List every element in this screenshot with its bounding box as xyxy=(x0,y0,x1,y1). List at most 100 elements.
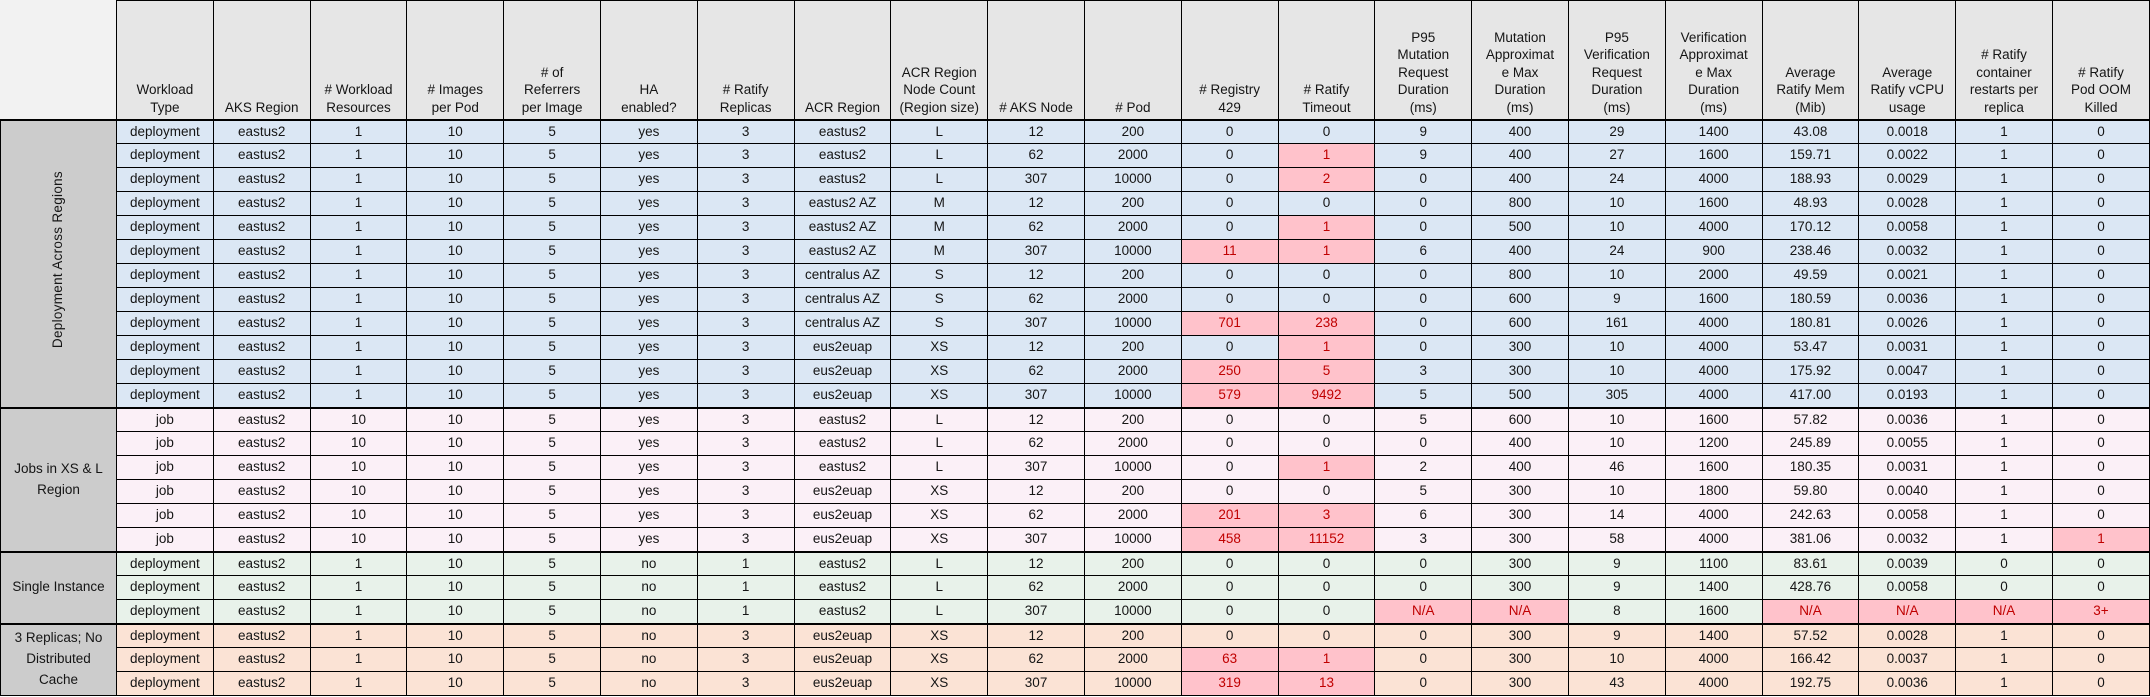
cell-images-per-pod[interactable]: 10 xyxy=(406,239,505,264)
cell-images-per-pod[interactable]: 10 xyxy=(406,550,505,576)
cell-aks-region[interactable]: eastus2 xyxy=(212,215,311,240)
cell-aks-region[interactable]: eastus2 xyxy=(212,575,311,600)
cell-ratify-pod-oom-killed[interactable]: 0 xyxy=(2051,383,2150,408)
cell-p95-mutation-request-duration[interactable]: 0 xyxy=(1374,287,1473,312)
cell-average-ratify-mem[interactable]: 242.63 xyxy=(1761,503,1860,528)
cell-average-ratify-vcpu[interactable]: 0.0055 xyxy=(1858,431,1957,456)
cell-pod[interactable]: 10000 xyxy=(1083,311,1182,336)
cell-ratify-replicas[interactable]: 3 xyxy=(696,383,795,408)
cell-acr-region-node-count[interactable]: XS xyxy=(890,503,989,528)
cell-acr-region-node-count[interactable]: L xyxy=(890,143,989,168)
cell-acr-region[interactable]: eus2euap xyxy=(793,383,892,408)
cell-referrers-per-image[interactable]: 5 xyxy=(503,287,601,312)
cell-workload-type[interactable]: deployment xyxy=(116,599,214,624)
cell-workload-type[interactable]: deployment xyxy=(116,575,214,600)
cell-referrers-per-image[interactable]: 5 xyxy=(503,406,601,432)
cell-aks-region[interactable]: eastus2 xyxy=(212,191,311,216)
cell-referrers-per-image[interactable]: 5 xyxy=(503,191,601,216)
cell-ratify-container-restarts[interactable]: N/A xyxy=(1955,599,2053,624)
column-header-ratify-timeout[interactable]: # Ratify Timeout xyxy=(1277,0,1376,121)
cell-acr-region[interactable]: eastus2 xyxy=(793,575,892,600)
cell-mutation-approximate-max-duration[interactable]: 300 xyxy=(1471,622,1569,648)
cell-aks-region[interactable]: eastus2 xyxy=(212,335,311,360)
cell-average-ratify-mem[interactable]: 417.00 xyxy=(1761,383,1860,408)
cell-mutation-approximate-max-duration[interactable]: 600 xyxy=(1471,406,1569,432)
cell-aks-node[interactable]: 307 xyxy=(987,239,1085,264)
cell-verification-approximate-max-duration[interactable]: 1400 xyxy=(1664,622,1763,648)
cell-aks-region[interactable]: eastus2 xyxy=(212,167,311,192)
cell-ratify-timeout[interactable]: 3 xyxy=(1277,503,1376,528)
cell-images-per-pod[interactable]: 10 xyxy=(406,599,505,624)
cell-ratify-container-restarts[interactable]: 1 xyxy=(1955,143,2053,168)
cell-verification-approximate-max-duration[interactable]: 4000 xyxy=(1664,527,1763,552)
cell-images-per-pod[interactable]: 10 xyxy=(406,431,505,456)
cell-acr-region[interactable]: eastus2 AZ xyxy=(793,191,892,216)
cell-verification-approximate-max-duration[interactable]: 4000 xyxy=(1664,503,1763,528)
cell-average-ratify-vcpu[interactable]: 0.0031 xyxy=(1858,335,1957,360)
cell-aks-region[interactable]: eastus2 xyxy=(212,671,311,696)
cell-ha-enabled[interactable]: yes xyxy=(599,335,698,360)
cell-ratify-timeout[interactable]: 0 xyxy=(1277,479,1376,504)
cell-pod[interactable]: 200 xyxy=(1083,191,1182,216)
cell-workload-type[interactable]: deployment xyxy=(116,647,214,672)
cell-aks-region[interactable]: eastus2 xyxy=(212,239,311,264)
cell-referrers-per-image[interactable]: 5 xyxy=(503,383,601,408)
cell-ratify-timeout[interactable]: 5 xyxy=(1277,359,1376,384)
cell-ratify-replicas[interactable]: 3 xyxy=(696,647,795,672)
cell-pod[interactable]: 200 xyxy=(1083,406,1182,432)
column-header-registry-429[interactable]: # Registry 429 xyxy=(1180,0,1279,121)
cell-verification-approximate-max-duration[interactable]: 1600 xyxy=(1664,191,1763,216)
cell-average-ratify-mem[interactable]: 53.47 xyxy=(1761,335,1860,360)
cell-registry-429[interactable]: 579 xyxy=(1180,383,1279,408)
cell-aks-region[interactable]: eastus2 xyxy=(212,118,311,144)
cell-acr-region-node-count[interactable]: L xyxy=(890,455,989,480)
cell-mutation-approximate-max-duration[interactable]: 600 xyxy=(1471,287,1569,312)
cell-p95-mutation-request-duration[interactable]: 0 xyxy=(1374,191,1473,216)
cell-images-per-pod[interactable]: 10 xyxy=(406,287,505,312)
cell-aks-node[interactable]: 62 xyxy=(987,575,1085,600)
cell-mutation-approximate-max-duration[interactable]: 400 xyxy=(1471,455,1569,480)
column-header-aks-region[interactable]: AKS Region xyxy=(212,0,311,121)
cell-referrers-per-image[interactable]: 5 xyxy=(503,263,601,288)
cell-images-per-pod[interactable]: 10 xyxy=(406,383,505,408)
cell-ratify-replicas[interactable]: 3 xyxy=(696,527,795,552)
cell-ratify-replicas[interactable]: 3 xyxy=(696,335,795,360)
cell-p95-mutation-request-duration[interactable]: 0 xyxy=(1374,550,1473,576)
cell-images-per-pod[interactable]: 10 xyxy=(406,143,505,168)
cell-workload-type[interactable]: deployment xyxy=(116,143,214,168)
cell-average-ratify-vcpu[interactable]: 0.0022 xyxy=(1858,143,1957,168)
cell-average-ratify-mem[interactable]: 57.82 xyxy=(1761,406,1860,432)
cell-mutation-approximate-max-duration[interactable]: 500 xyxy=(1471,383,1569,408)
cell-workload-resources[interactable]: 1 xyxy=(309,599,408,624)
cell-ratify-container-restarts[interactable]: 1 xyxy=(1955,191,2053,216)
cell-ratify-replicas[interactable]: 3 xyxy=(696,406,795,432)
cell-workload-resources[interactable]: 10 xyxy=(309,431,408,456)
cell-p95-verification-request-duration[interactable]: 10 xyxy=(1567,406,1666,432)
cell-verification-approximate-max-duration[interactable]: 4000 xyxy=(1664,215,1763,240)
cell-ratify-replicas[interactable]: 3 xyxy=(696,263,795,288)
cell-images-per-pod[interactable]: 10 xyxy=(406,622,505,648)
cell-p95-verification-request-duration[interactable]: 9 xyxy=(1567,622,1666,648)
cell-p95-mutation-request-duration[interactable]: 9 xyxy=(1374,118,1473,144)
cell-aks-region[interactable]: eastus2 xyxy=(212,359,311,384)
cell-ratify-timeout[interactable]: 0 xyxy=(1277,622,1376,648)
cell-acr-region-node-count[interactable]: XS xyxy=(890,383,989,408)
cell-verification-approximate-max-duration[interactable]: 1600 xyxy=(1664,143,1763,168)
cell-registry-429[interactable]: 0 xyxy=(1180,599,1279,624)
cell-aks-node[interactable]: 307 xyxy=(987,527,1085,552)
cell-average-ratify-mem[interactable]: 381.06 xyxy=(1761,527,1860,552)
cell-acr-region[interactable]: eastus2 AZ xyxy=(793,239,892,264)
cell-pod[interactable]: 2000 xyxy=(1083,215,1182,240)
cell-p95-verification-request-duration[interactable]: 10 xyxy=(1567,359,1666,384)
cell-acr-region[interactable]: eastus2 xyxy=(793,599,892,624)
cell-average-ratify-vcpu[interactable]: 0.0029 xyxy=(1858,167,1957,192)
cell-referrers-per-image[interactable]: 5 xyxy=(503,455,601,480)
cell-verification-approximate-max-duration[interactable]: 1600 xyxy=(1664,455,1763,480)
cell-ratify-pod-oom-killed[interactable]: 0 xyxy=(2051,167,2150,192)
cell-ratify-container-restarts[interactable]: 1 xyxy=(1955,622,2053,648)
cell-registry-429[interactable]: 0 xyxy=(1180,167,1279,192)
cell-mutation-approximate-max-duration[interactable]: 800 xyxy=(1471,191,1569,216)
column-header-images-per-pod[interactable]: # Images per Pod xyxy=(406,0,505,121)
cell-images-per-pod[interactable]: 10 xyxy=(406,455,505,480)
column-header-aks-node[interactable]: # AKS Node xyxy=(987,0,1085,121)
